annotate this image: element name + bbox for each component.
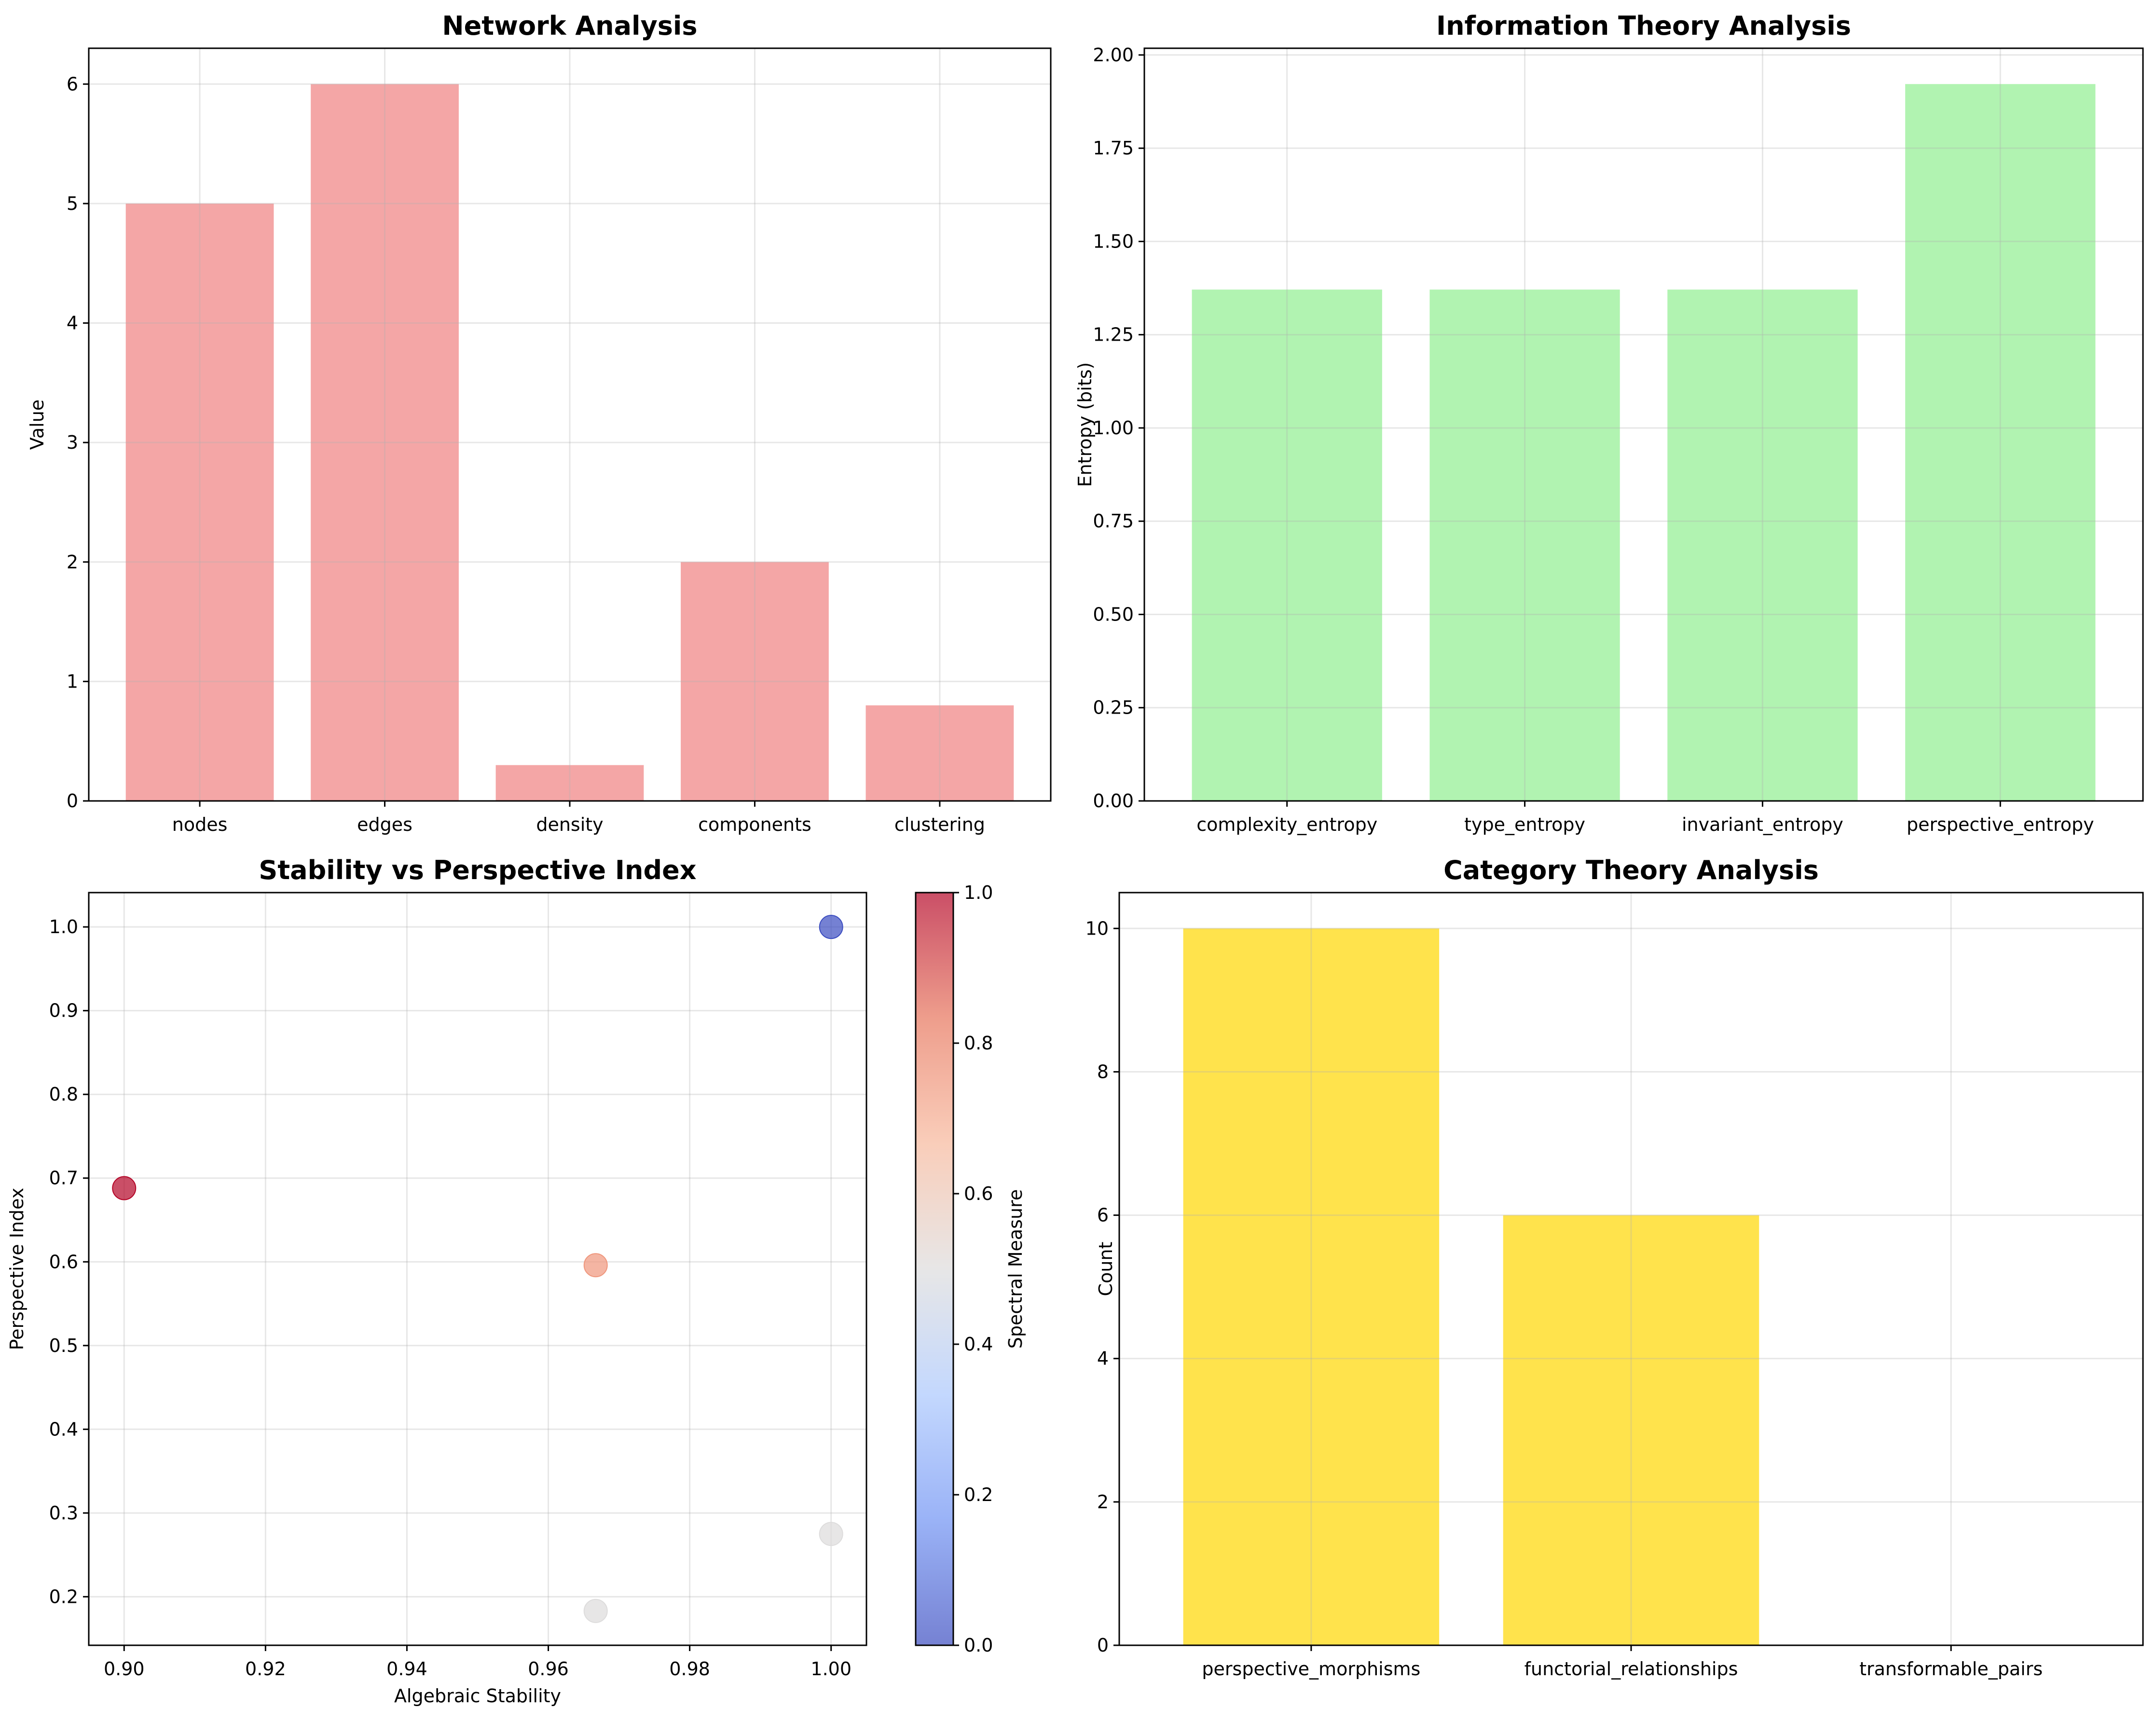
network-analysis-chart: 0 1 2 3 4 5 6 nodes edges density components cluste… (27, 11, 1052, 835)
x-tick-label: clustering (894, 814, 985, 835)
y-tick-label: 2 (67, 551, 78, 573)
bar-functorial_relationships (1503, 1215, 1759, 1645)
x-tick-label: 0.92 (245, 1658, 286, 1680)
colorbar-tick-label: 1.0 (964, 882, 993, 903)
y-tick-label: 0.8 (49, 1084, 78, 1105)
y-tick-label: 1.0 (49, 916, 78, 937)
colorbar-tick-label: 0.4 (964, 1334, 993, 1355)
bar-components (681, 562, 829, 801)
bar-edges (311, 84, 459, 801)
colorbar-tick-label: 0.8 (964, 1033, 993, 1054)
scatter-point (819, 915, 843, 939)
bar-complexity_entropy (1192, 289, 1382, 801)
y-tick-label: 1.75 (1093, 138, 1134, 159)
bar-invariant_entropy (1667, 289, 1858, 801)
scatter-point (112, 1176, 137, 1200)
y-tick-label: 0.7 (49, 1168, 78, 1189)
information-theory-chart: 0.00 0.25 0.50 0.75 1.00 1.25 1.50 1.75 2.00 comp… (1074, 11, 2144, 835)
stability-scatter-chart: 0.2 0.3 0.4 0.5 0.6 0.7 0.8 0.9 1.0 0.90 0.92 0.94 0… (6, 855, 1026, 1707)
y-tick-label: 1 (67, 671, 78, 692)
scatter-point (583, 1598, 608, 1623)
chart-title: Network Analysis (442, 11, 697, 41)
x-tick-label: invariant_entropy (1682, 814, 1843, 835)
y-tick-label: 2 (1097, 1491, 1109, 1513)
x-tick-label: functorial_relationships (1524, 1658, 1738, 1680)
x-tick-label: complexity_entropy (1196, 814, 1377, 835)
chart-title: Information Theory Analysis (1436, 11, 1851, 41)
x-tick-label: nodes (172, 814, 228, 835)
bar-clustering (865, 705, 1014, 801)
x-tick-label: type_entropy (1464, 814, 1585, 835)
y-tick-label: 0 (1097, 1635, 1109, 1656)
x-tick-label: 0.94 (386, 1658, 427, 1680)
y-tick-label: 3 (67, 432, 78, 453)
y-tick-label: 6 (1097, 1205, 1109, 1226)
chart-title: Stability vs Perspective Index (259, 855, 696, 885)
y-tick-label: 0.4 (49, 1419, 78, 1440)
x-tick-label: components (698, 814, 811, 835)
y-axis-label: Perspective Index (6, 1188, 27, 1350)
y-tick-label: 1.00 (1093, 417, 1134, 439)
x-tick-label: 1.00 (810, 1658, 851, 1680)
y-tick-label: 0.6 (49, 1251, 78, 1272)
colorbar-tick-label: 0.2 (964, 1484, 993, 1505)
y-tick-label: 1.25 (1093, 324, 1134, 345)
scatter-point (819, 1522, 843, 1546)
y-tick-label: 1.50 (1093, 231, 1134, 252)
x-tick-label: edges (357, 814, 412, 835)
y-tick-label: 0.75 (1093, 510, 1134, 532)
category-theory-chart: 0 2 4 6 8 10 perspective_morphisms functorial_r… (1085, 855, 2144, 1680)
y-tick-label: 4 (67, 313, 78, 334)
x-tick-label: perspective_entropy (1907, 814, 2094, 835)
x-tick-label: perspective_morphisms (1202, 1658, 1420, 1680)
x-axis-label: Algebraic Stability (394, 1685, 561, 1707)
axes-frame (1143, 47, 2144, 802)
bar-perspective_entropy (1905, 84, 2096, 801)
colorbar-tick-label: 0.6 (964, 1183, 993, 1204)
y-tick-label: 0.2 (49, 1586, 78, 1607)
y-tick-label: 0.9 (49, 1000, 78, 1021)
colorbar-frame (915, 892, 954, 1646)
bar-density (495, 765, 644, 801)
y-axis-label: Entropy (bits) (1074, 362, 1096, 487)
bar-type_entropy (1429, 289, 1620, 801)
x-tick-label: transformable_pairs (1859, 1658, 2043, 1680)
x-tick-label: 0.96 (528, 1658, 569, 1680)
y-tick-label: 2.00 (1093, 44, 1134, 66)
y-tick-label: 5 (67, 193, 78, 214)
y-tick-label: 10 (1085, 918, 1109, 939)
bar-nodes (125, 203, 274, 801)
scatter-point (583, 1253, 608, 1278)
y-tick-label: 6 (67, 73, 78, 95)
x-tick-label: 0.98 (669, 1658, 710, 1680)
y-axis-label: Count (1095, 1242, 1116, 1296)
chart-title: Category Theory Analysis (1443, 855, 1819, 885)
axes-frame (88, 892, 867, 1646)
bar-perspective_morphisms (1183, 928, 1440, 1645)
y-tick-label: 0.00 (1093, 790, 1134, 812)
y-tick-label: 0.3 (49, 1502, 78, 1524)
y-tick-label: 0.25 (1093, 697, 1134, 718)
y-tick-label: 0.5 (49, 1335, 78, 1356)
y-tick-label: 4 (1097, 1348, 1109, 1369)
colorbar-tick-label: 0.0 (964, 1635, 993, 1656)
y-axis-label: Value (27, 400, 48, 450)
y-tick-label: 0 (67, 790, 78, 812)
y-tick-label: 8 (1097, 1061, 1109, 1082)
x-tick-label: density (536, 814, 603, 835)
x-tick-label: 0.90 (104, 1658, 145, 1680)
colorbar-label: Spectral Measure (1005, 1189, 1026, 1349)
colorbar (916, 893, 953, 1645)
y-tick-label: 0.50 (1093, 604, 1134, 625)
